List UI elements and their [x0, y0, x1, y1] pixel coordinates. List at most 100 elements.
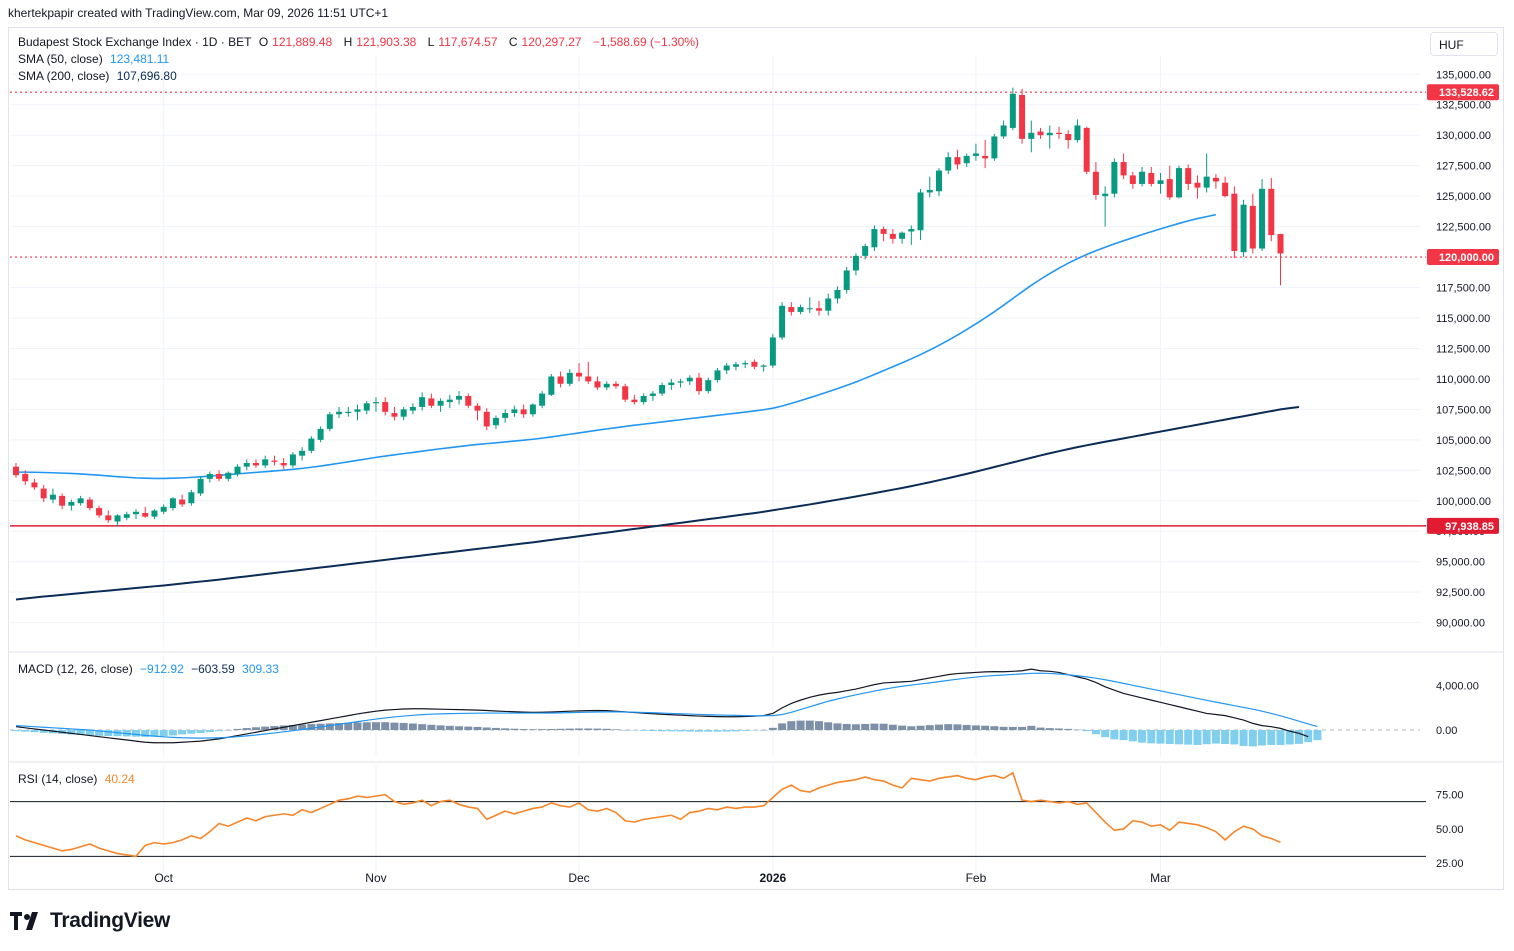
macd-histogram-bar [1018, 726, 1027, 731]
level-price-label: 133,528.62 [1439, 87, 1494, 99]
sma50-legend[interactable]: SMA (50, close) 123,481.11 [18, 52, 173, 66]
candle-body [677, 381, 684, 383]
candle [723, 363, 730, 375]
candle-body [336, 411, 343, 415]
candle [732, 361, 739, 371]
candle-body [963, 155, 970, 164]
macd-histogram-bar [1138, 730, 1147, 743]
macd-histogram-bar [445, 725, 454, 731]
candle-body [1046, 132, 1053, 136]
candle-body [31, 482, 38, 488]
candle [1203, 153, 1210, 193]
candle [1000, 120, 1007, 139]
macd-histogram-bar [787, 721, 796, 731]
macd-histogram-bar [1064, 728, 1073, 731]
candle [289, 452, 296, 468]
candle-body [474, 405, 481, 411]
candle-body [22, 473, 29, 482]
candle [816, 300, 823, 316]
macd-histogram-bar [261, 726, 270, 731]
symbol-title[interactable]: Budapest Stock Exchange Index · 1D · BET [18, 35, 252, 49]
macd-histogram-bar [1193, 730, 1202, 745]
macd-line-value: −603.59 [191, 662, 235, 676]
macd-histogram-bar [399, 722, 408, 731]
candle [225, 471, 232, 482]
macd-histogram-bar [953, 724, 962, 731]
macd-histogram-bar [1294, 730, 1303, 744]
macd-histogram-bar [925, 725, 934, 731]
candle [1111, 158, 1118, 198]
candle [160, 504, 167, 515]
candle-body [1175, 168, 1182, 198]
candle-body [354, 409, 361, 412]
candle [77, 495, 84, 506]
candle-body [1139, 171, 1146, 184]
currency-selector[interactable]: HUF [1430, 32, 1498, 56]
candle [612, 381, 619, 389]
candle-body [1000, 125, 1007, 137]
macd-histogram-bar [21, 730, 30, 732]
candle-body [188, 492, 195, 504]
candle-body [280, 462, 287, 466]
candle [216, 470, 223, 482]
candle [908, 225, 915, 245]
candle-body [797, 307, 804, 312]
candle-body [511, 409, 518, 414]
candle-body [243, 462, 250, 467]
candle [945, 152, 952, 175]
time-axis-label: Oct [154, 871, 173, 885]
macd-histogram-bar [1285, 730, 1294, 745]
candle-body [262, 459, 269, 466]
candle [308, 436, 315, 454]
macd-histogram-bar [1082, 730, 1091, 732]
candle [1120, 153, 1127, 180]
macd-histogram-bar [815, 721, 824, 731]
macd-legend[interactable]: MACD (12, 26, close) −912.92 −603.59 309… [18, 662, 283, 676]
candle [760, 364, 767, 372]
close-value: C 120,297.27 [508, 35, 582, 49]
time-axis-label: Feb [966, 871, 987, 885]
macd-histogram-bar [1267, 730, 1276, 745]
candle-body [529, 404, 536, 415]
candle-body [123, 514, 130, 518]
macd-histogram-bar [1174, 730, 1183, 745]
candle-body [492, 417, 499, 426]
macd-histogram-bar [1027, 725, 1036, 731]
sma200-legend[interactable]: SMA (200, close) 107,696.80 [18, 69, 181, 83]
macd-histogram-bar [547, 729, 556, 731]
price-tick-label: 92,500.00 [1436, 587, 1485, 599]
tradingview-logo[interactable]: TradingView [10, 908, 170, 934]
candle-body [742, 363, 749, 365]
candle-body [77, 498, 84, 504]
candle [1231, 186, 1238, 259]
candle [806, 297, 813, 314]
macd-tick-label: 4,000.00 [1436, 681, 1479, 693]
candle-body [465, 395, 472, 406]
macd-histogram-bar [842, 723, 851, 731]
candle [474, 403, 481, 421]
candle [391, 406, 398, 421]
macd-histogram-bar [104, 730, 113, 737]
macd-histogram-bar [39, 730, 48, 733]
macd-histogram-bar [1073, 729, 1082, 731]
candle-body [225, 472, 232, 479]
candle-body [1259, 188, 1266, 249]
candle [1009, 87, 1016, 131]
candle [963, 153, 970, 167]
candle-body [612, 383, 619, 387]
candle [511, 405, 518, 417]
high-value: H 121,903.38 [343, 35, 417, 49]
candle-body [68, 501, 75, 506]
candle-body [372, 402, 379, 404]
candle-body [954, 157, 961, 165]
macd-histogram-bar [473, 726, 482, 731]
candle-body [779, 305, 786, 338]
candle-body [299, 450, 306, 456]
candle [345, 406, 352, 417]
macd-histogram-bar [510, 728, 519, 731]
candle [751, 359, 758, 370]
rsi-legend[interactable]: RSI (14, close) 40.24 [18, 772, 139, 786]
candle [705, 377, 712, 394]
candle-body [751, 361, 758, 367]
